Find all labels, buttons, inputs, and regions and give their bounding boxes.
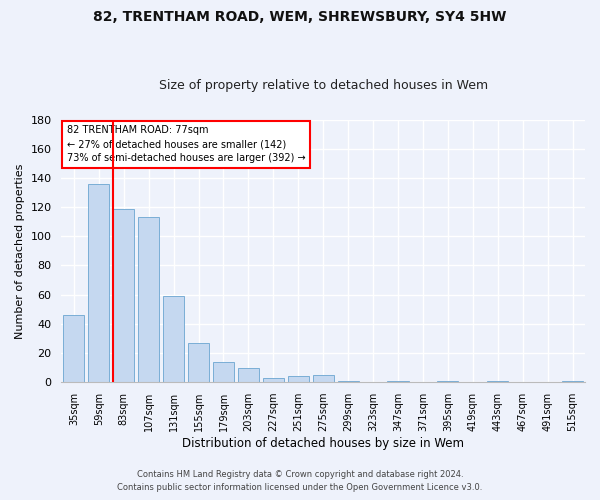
Bar <box>188 343 209 382</box>
X-axis label: Distribution of detached houses by size in Wem: Distribution of detached houses by size … <box>182 437 464 450</box>
Bar <box>313 375 334 382</box>
Bar <box>213 362 234 382</box>
Text: Contains HM Land Registry data © Crown copyright and database right 2024.
Contai: Contains HM Land Registry data © Crown c… <box>118 470 482 492</box>
Bar <box>88 184 109 382</box>
Bar <box>437 381 458 382</box>
Bar <box>263 378 284 382</box>
Bar <box>562 381 583 382</box>
Title: Size of property relative to detached houses in Wem: Size of property relative to detached ho… <box>158 79 488 92</box>
Bar <box>63 315 85 382</box>
Bar <box>163 296 184 382</box>
Text: 82 TRENTHAM ROAD: 77sqm
← 27% of detached houses are smaller (142)
73% of semi-d: 82 TRENTHAM ROAD: 77sqm ← 27% of detache… <box>67 126 305 164</box>
Bar <box>113 208 134 382</box>
Bar <box>487 381 508 382</box>
Bar <box>138 218 159 382</box>
Bar <box>238 368 259 382</box>
Bar <box>388 381 409 382</box>
Y-axis label: Number of detached properties: Number of detached properties <box>15 163 25 338</box>
Bar <box>287 376 309 382</box>
Bar <box>338 381 359 382</box>
Text: 82, TRENTHAM ROAD, WEM, SHREWSBURY, SY4 5HW: 82, TRENTHAM ROAD, WEM, SHREWSBURY, SY4 … <box>94 10 506 24</box>
